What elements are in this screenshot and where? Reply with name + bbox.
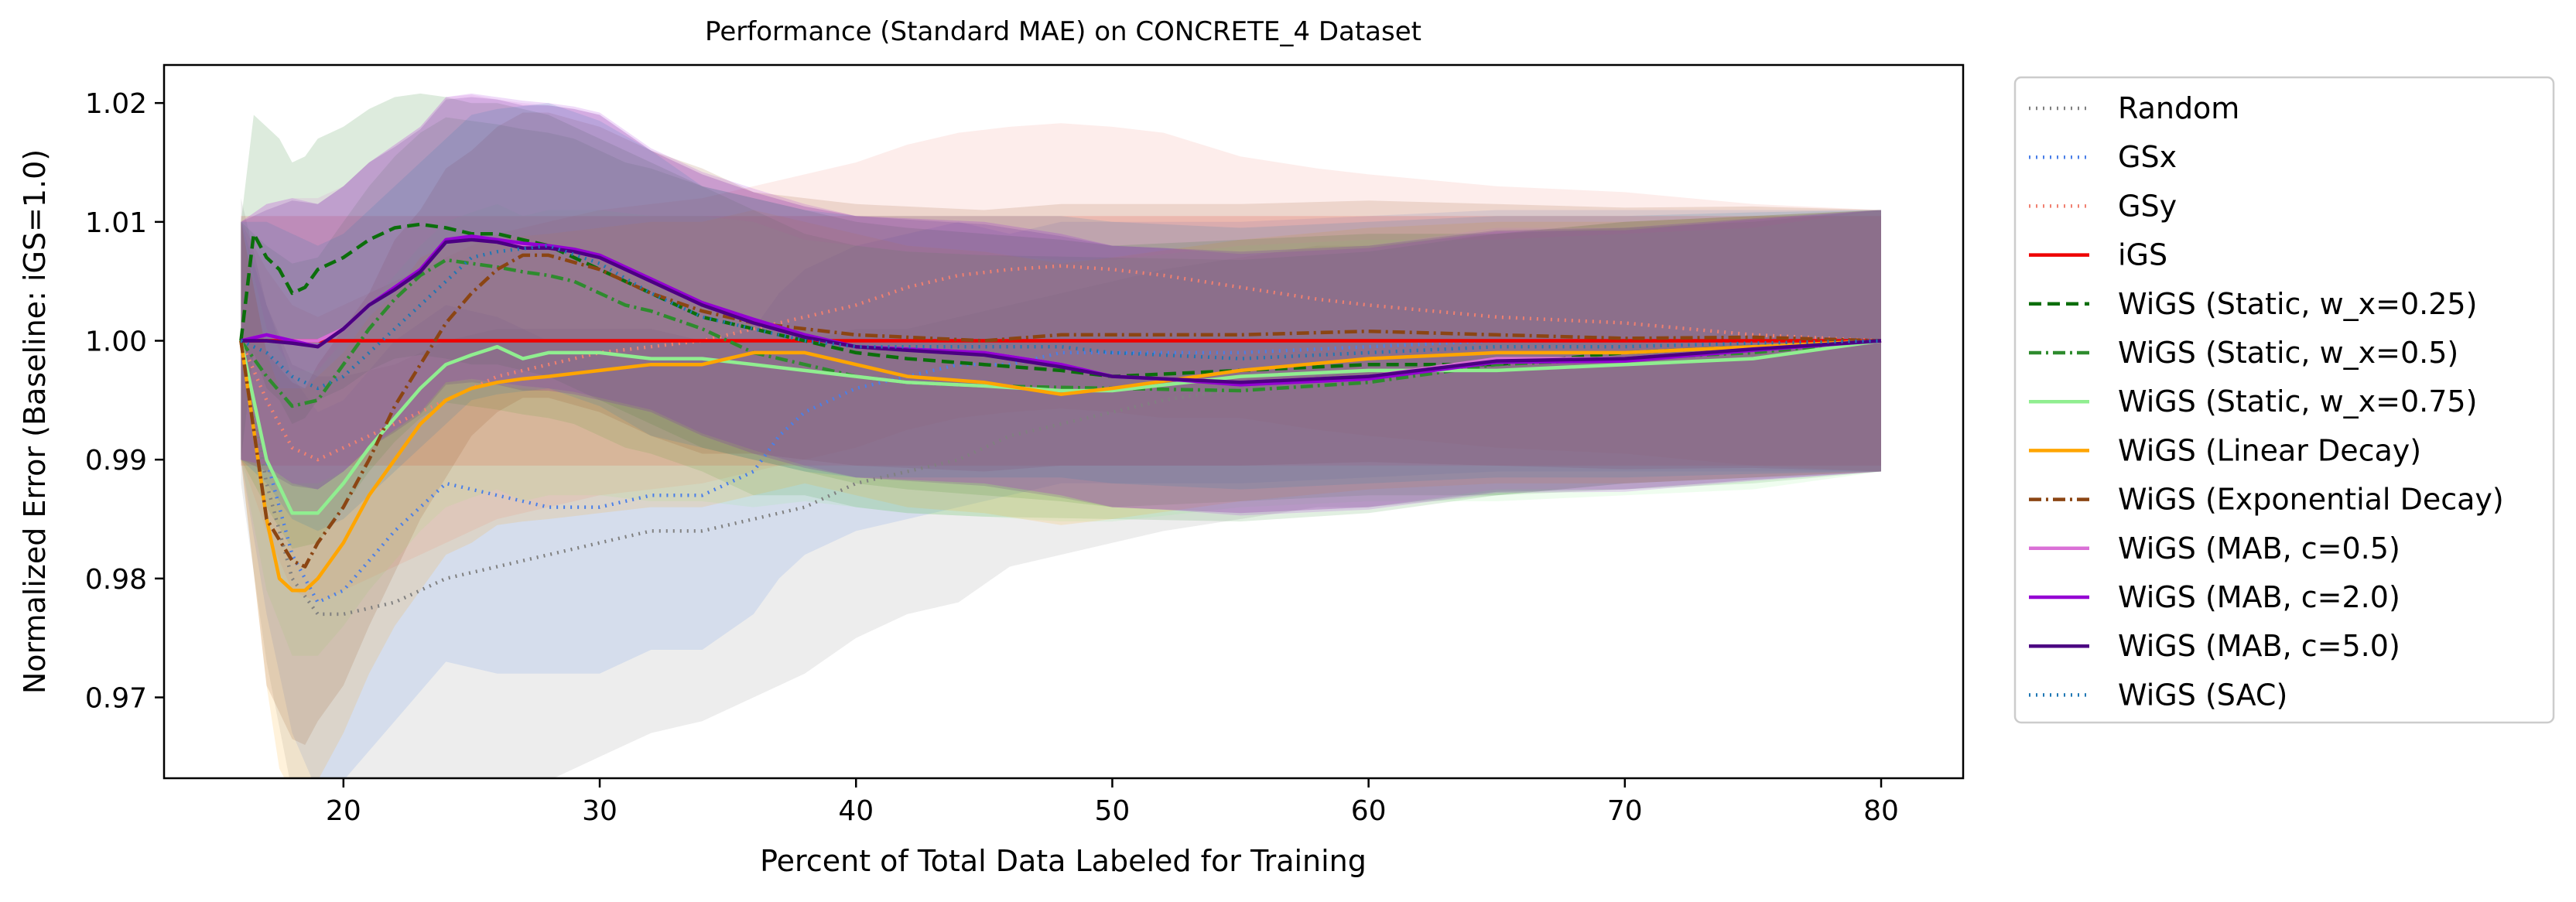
legend-label-wigs-static-w-x-0-25: WiGS (Static, w_x=0.25) [2118, 287, 2477, 321]
x-tick-label: 70 [1607, 795, 1643, 827]
line-gsy [239, 264, 1882, 462]
legend-label-wigs-mab-c-5-0: WiGS (MAB, c=5.0) [2118, 629, 2400, 663]
band-wigs-static-w-x-0-25 [241, 93, 1882, 507]
band-wigs-linear-decay [241, 210, 1881, 778]
x-tick-label: 20 [326, 795, 361, 827]
line-wigs-static-w-x-0-5 [239, 258, 1882, 408]
band-wigs-static-w-x-0-5 [241, 117, 1882, 549]
line-wigs-mab-c-5-0 [241, 237, 1882, 384]
band-wigs-mab-c-0-5 [241, 94, 1882, 514]
x-tick-label: 40 [838, 795, 874, 827]
y-tick-label: 0.98 [85, 564, 147, 596]
y-axis-label: Normalized Error (Baseline: iGS=1.0) [18, 149, 52, 694]
legend-label-wigs-sac: WiGS (SAC) [2118, 678, 2287, 712]
x-axis-label: Percent of Total Data Labeled for Traini… [760, 844, 1367, 878]
plot-area-frame [162, 63, 1965, 780]
legend: Random GSx GSy iGS WiGS (Static, w_x=0.25) Wi… [2013, 76, 2555, 724]
line-wigs-static-w-x-0-75 [239, 339, 1882, 515]
band-wigs-exponential-decay [241, 112, 1882, 745]
y-tick-label: 0.99 [85, 445, 147, 477]
chart-title: Performance (Standard MAE) on CONCRETE_4… [705, 16, 1421, 47]
legend-label-wigs-static-w-x-0-5: WiGS (Static, w_x=0.5) [2118, 336, 2458, 370]
legend-label-wigs-static-w-x-0-75: WiGS (Static, w_x=0.75) [2118, 384, 2477, 419]
y-tick-label: 1.00 [85, 326, 147, 358]
x-axis-ticks: 20 30 40 50 60 70 80 [326, 778, 1899, 827]
line-gsx [239, 339, 1881, 604]
band-random [241, 198, 1881, 778]
line-wigs-static-w-x-0-25 [239, 222, 1882, 378]
legend-frame [2013, 76, 2555, 724]
x-tick-label: 50 [1095, 795, 1131, 827]
band-wigs-mab-c-5-0 [241, 97, 1882, 514]
y-axis-ticks: 0.97 0.98 0.99 1.00 1.01 1.02 [85, 88, 164, 715]
line-wigs-linear-decay [239, 339, 1882, 593]
y-tick-label: 0.97 [85, 683, 147, 715]
band-gsx [241, 210, 1881, 778]
legend-label-wigs-mab-c-2-0: WiGS (MAB, c=2.0) [2118, 580, 2400, 614]
band-wigs-mab-c-2-0 [241, 93, 1882, 516]
legend-label-gsx: GSx [2118, 140, 2177, 174]
line-wigs-exponential-decay [239, 253, 1882, 569]
legend-label-wigs-exponential-decay: WiGS (Exponential Decay) [2118, 483, 2504, 517]
legend-label-igs: iGS [2118, 238, 2167, 272]
x-tick-label: 80 [1863, 795, 1899, 827]
y-tick-label: 1.02 [85, 88, 147, 120]
legend-label-random: Random [2118, 91, 2239, 125]
confidence-bands [241, 93, 1882, 778]
legend-label-gsy: GSy [2118, 189, 2177, 223]
y-tick-label: 1.01 [85, 207, 147, 239]
band-wigs-static-w-x-0-75 [241, 203, 1882, 656]
legend-label-wigs-linear-decay: WiGS (Linear Decay) [2118, 433, 2421, 467]
x-tick-label: 30 [582, 795, 617, 827]
band-wigs-sac [241, 103, 1882, 531]
series-lines [239, 222, 1882, 617]
x-tick-label: 60 [1351, 795, 1387, 827]
legend-label-wigs-mab-c-0-5: WiGS (MAB, c=0.5) [2118, 531, 2400, 565]
